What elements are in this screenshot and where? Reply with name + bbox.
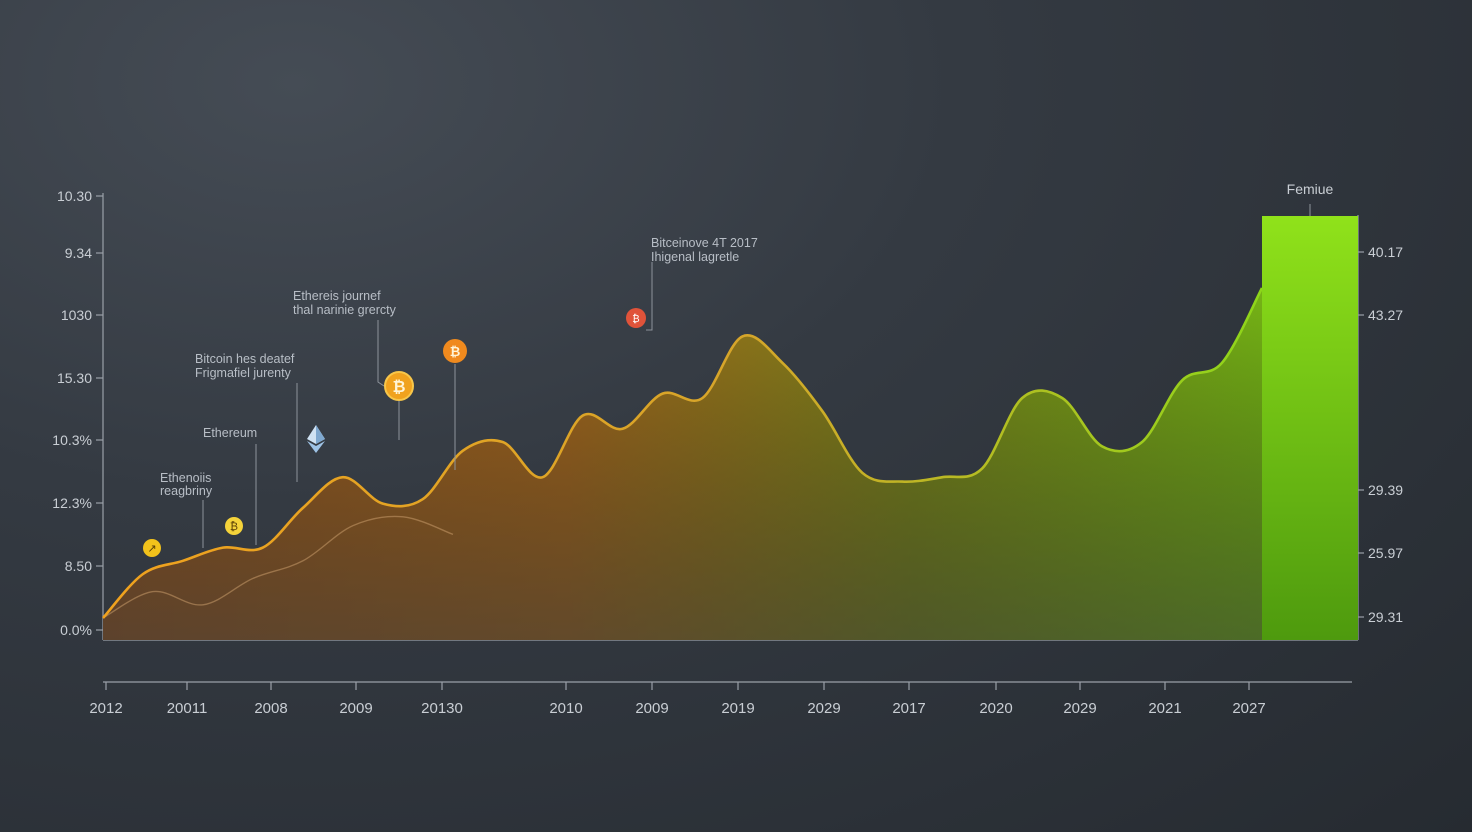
annotation-ann1-line1: Ethenoiis [160, 471, 211, 485]
bitcoin-icon: ₿ [385, 372, 413, 400]
right-y-ticks: 40.17 43.27 29.39 25.97 29.31 [1358, 244, 1403, 625]
left-y-tick-label: 10.30 [57, 188, 92, 204]
right-y-tick-label: 25.97 [1368, 545, 1403, 561]
highlight-bar [1262, 216, 1358, 640]
right-y-tick-label: 29.39 [1368, 482, 1403, 498]
annotation-ann1-line2: reagbriny [160, 484, 213, 498]
left-y-ticks: 10.30 9.34 1030 15.30 10.3% 12.3% 8.50 0… [52, 188, 103, 638]
coin-icon: ₿ [626, 308, 646, 328]
x-tick-label: 2017 [892, 700, 925, 717]
coin-icon: ↗ [143, 539, 161, 557]
x-tick-label: 2029 [807, 700, 840, 717]
x-tick-label: 2019 [721, 700, 754, 717]
left-y-tick-label: 10.3% [52, 432, 92, 448]
svg-text:₿: ₿ [450, 345, 461, 360]
bitcoin-icon: ₿ [443, 339, 467, 363]
right-y-tick-label: 40.17 [1368, 244, 1403, 260]
x-tick-label: 2029 [1063, 700, 1096, 717]
left-y-tick-label: 0.0% [60, 622, 92, 638]
x-tick-label: 2012 [89, 700, 122, 717]
annotation-ann6-line2: Ihigenal lagretle [651, 250, 739, 264]
annotation-ann3-line1: Bitcoin hes deatef [195, 352, 295, 366]
x-tick-label: 2009 [635, 700, 668, 717]
left-y-tick-label: 15.30 [57, 370, 92, 386]
left-y-tick-label: 8.50 [65, 558, 92, 574]
x-tick-label: 20130 [421, 700, 463, 717]
annotation-ann2-line1: Ethereum [203, 426, 257, 440]
coin-icon: ₿ [225, 517, 243, 535]
svg-text:₿: ₿ [392, 377, 405, 396]
x-tick-label: 2009 [339, 700, 372, 717]
svg-text:↗: ↗ [147, 542, 156, 555]
bar-label: Femiue [1287, 181, 1334, 197]
left-y-tick-label: 9.34 [65, 245, 92, 261]
annotation-ann4-line1: Ethereis journef [293, 289, 381, 303]
x-tick-label: 2027 [1232, 700, 1265, 717]
ethereum-icon [307, 425, 325, 453]
right-y-tick-label: 43.27 [1368, 307, 1403, 323]
annotation-ann6-line1: Bitceinove 4T 2017 [651, 236, 758, 250]
left-y-tick-label: 1030 [61, 307, 92, 323]
annotation-ann4-line2: thal narinie grercty [293, 303, 397, 317]
svg-text:₿: ₿ [632, 313, 639, 325]
left-y-tick-label: 12.3% [52, 495, 92, 511]
x-tick-label: 2020 [979, 700, 1012, 717]
x-tick-label: 2008 [254, 700, 287, 717]
right-y-tick-label: 29.31 [1368, 609, 1403, 625]
chart-marks [103, 216, 1358, 640]
x-tick-label: 2021 [1148, 700, 1181, 717]
x-tick-label: 20011 [167, 700, 208, 717]
x-ticks: 2012 20011 2008 2009 20130 2010 2009 201… [89, 682, 1265, 717]
annotation-ann3-line2: Frigmafiel jurenty [195, 366, 292, 380]
main-series-area-shade [103, 288, 1262, 640]
svg-text:₿: ₿ [230, 520, 238, 533]
x-tick-label: 2010 [549, 700, 582, 717]
